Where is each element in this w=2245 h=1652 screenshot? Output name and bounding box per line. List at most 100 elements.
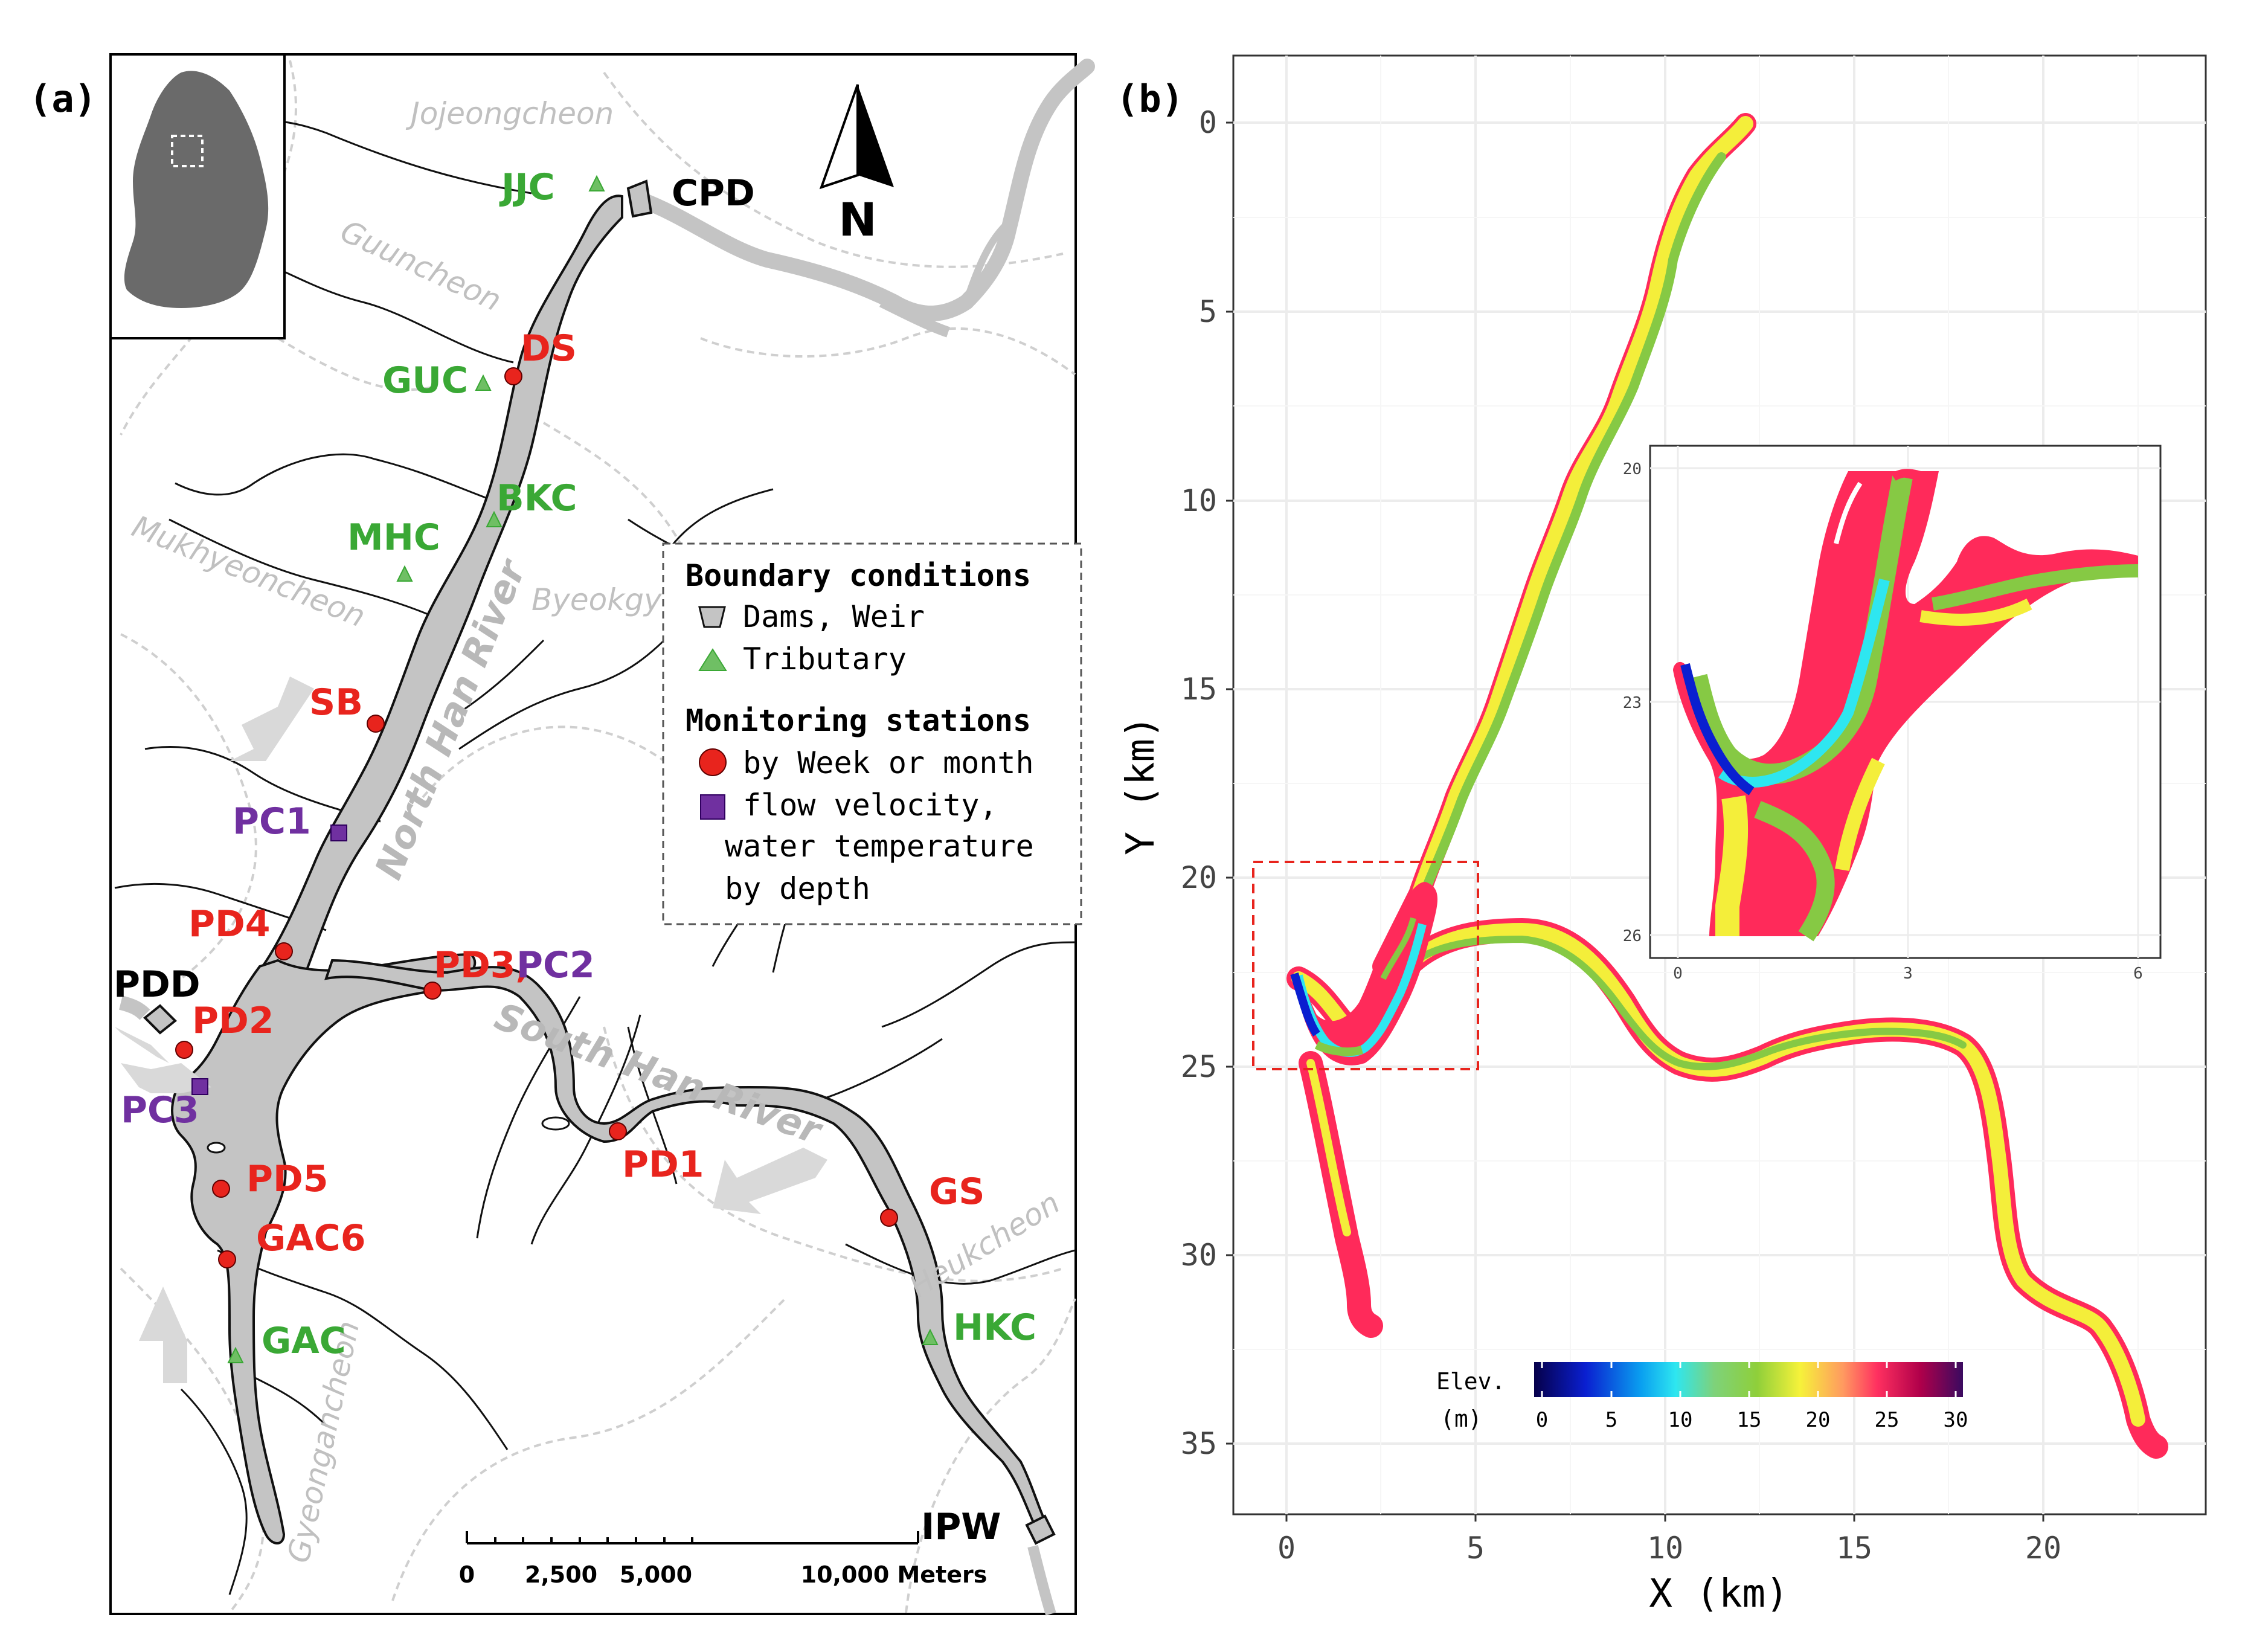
inset-y-tick-26: 26 [1623, 927, 1642, 945]
x-tick-15: 15 [1836, 1531, 1872, 1566]
pc2-label: PC2 [516, 944, 595, 986]
pd5-marker-icon [212, 1180, 230, 1198]
inset-y-tick-23: 23 [1623, 694, 1642, 712]
ds-marker-icon [504, 367, 522, 385]
legend-weekly-icon [699, 748, 727, 776]
zoom-region-box [1252, 861, 1479, 1070]
y-tick-30: 30 [1181, 1238, 1217, 1273]
x-tick-20: 20 [2025, 1531, 2061, 1566]
y-axis-title: Y (km) [1119, 715, 1163, 855]
colorbar-tick-20: 20 [1806, 1408, 1831, 1432]
y-tick-labels: 0 5 10 15 20 25 30 35 [1181, 105, 1217, 1461]
x-axis-title: X (km) [1649, 1572, 1788, 1616]
scale-bar: 0 2,500 5,000 10,000 Meters [459, 1531, 988, 1588]
mhc-label: MHC [347, 516, 440, 559]
inset-x-tick-3: 3 [1903, 965, 1913, 983]
pc3-marker-icon [191, 1078, 208, 1095]
inset-x-tick-0: 0 [1673, 965, 1683, 983]
legend-dams-label: Dams, Weir [743, 599, 925, 634]
legend-velocity-icon [700, 794, 725, 820]
scale-tick-2500: 2,500 [525, 1561, 597, 1588]
gac-triangle-icon [227, 1346, 244, 1363]
legend-dam-icon [698, 606, 726, 628]
weekly-station-markers [175, 367, 898, 1268]
colorbar-tick-10: 10 [1668, 1408, 1693, 1432]
cpd-label: CPD [672, 172, 755, 214]
panel-a: (a) [29, 53, 1095, 1616]
pd2-marker-icon [175, 1041, 193, 1059]
legend-flow-line2: water temperature [725, 829, 1034, 864]
pd3-label: PD3, [434, 944, 529, 986]
zoom-inset-plot: 20 23 26 0 3 6 [1623, 445, 2162, 983]
y-tick-10: 10 [1181, 483, 1217, 518]
pdd-dam-icon [143, 1004, 177, 1035]
jjc-label: JJC [499, 166, 555, 208]
north-arrow: N [819, 84, 894, 246]
legend-tributary-label: Tributary [743, 641, 907, 677]
ipw-weir-icon [1025, 1514, 1056, 1545]
cpd-dam-icon [626, 179, 653, 218]
gs-marker-icon [880, 1209, 898, 1227]
ipw-label: IPW [921, 1506, 1001, 1548]
guc-label: GUC [382, 359, 468, 402]
pdd-label: PDD [114, 963, 201, 1006]
y-tick-5: 5 [1199, 294, 1217, 329]
colorbar-tick-15: 15 [1737, 1408, 1762, 1432]
bkc-label: BKC [496, 477, 577, 519]
north-arrow-label: N [838, 193, 877, 246]
ds-label: DS [521, 327, 577, 370]
colorbar-tick-25: 25 [1875, 1408, 1900, 1432]
x-tick-10: 10 [1647, 1531, 1683, 1566]
y-tick-35: 35 [1181, 1426, 1217, 1461]
legend-monitoring-title: Monitoring stations [686, 703, 1031, 738]
korea-inset-map [109, 53, 286, 339]
pd1-label: PD1 [622, 1143, 704, 1186]
scale-tick-5000: 5,000 [620, 1561, 692, 1588]
sb-marker-icon [367, 715, 385, 733]
flow-arrows [115, 677, 827, 1383]
sb-label: SB [309, 681, 363, 724]
guc-triangle-icon [475, 374, 492, 391]
legend-flow-line1: flow velocity, [743, 788, 997, 823]
x-tick-labels: 0 5 10 15 20 [1277, 1531, 2061, 1566]
upper-river-branch [632, 59, 1095, 321]
inset-y-tick-20: 20 [1623, 460, 1642, 478]
pd4-label: PD4 [188, 903, 271, 945]
byeokgye-label: Byeokgye [532, 582, 680, 617]
gac6-marker-icon [218, 1250, 236, 1268]
dam-symbols [143, 179, 1056, 1545]
map-legend: Boundary conditions Dams, Weir Tributary… [662, 542, 1082, 925]
pd5-label: PD5 [246, 1158, 329, 1200]
jjc-triangle-icon [588, 175, 605, 191]
colorbar-tick-5: 5 [1605, 1408, 1617, 1432]
axis-tick-marks [1226, 121, 2044, 1522]
mhc-triangle-icon [396, 565, 413, 582]
scale-tick-10000: 10,000 Meters [801, 1561, 988, 1588]
scale-tick-0: 0 [459, 1561, 475, 1588]
pc1-label: PC1 [233, 800, 311, 843]
colorbar-tick-0: 0 [1536, 1408, 1548, 1432]
y-tick-15: 15 [1181, 672, 1217, 707]
velocity-station-markers [191, 824, 347, 1095]
legend-tributary-icon [698, 648, 727, 671]
tributary-triangles [227, 175, 939, 1363]
panel-b: (b) [1116, 54, 2207, 1616]
river-elevation-map [1286, 113, 2168, 1459]
elevation-colorbar: Elev. (m) 0 5 10 15 20 25 30 [1436, 1362, 1968, 1432]
legend-flow-line3: by depth [725, 871, 870, 906]
pd3-marker-icon [423, 982, 442, 1000]
panel-a-label: (a) [29, 77, 97, 121]
pd1-marker-icon [609, 1122, 627, 1140]
panel-b-label: (b) [1116, 77, 1184, 121]
hkc-triangle-icon [922, 1328, 939, 1345]
pd2-label: PD2 [192, 1000, 274, 1042]
colorbar-title-line2: (m) [1440, 1406, 1482, 1432]
legend-weekly-label: by Week or month [743, 745, 1034, 780]
pc1-marker-icon [330, 824, 347, 841]
inset-x-tick-6: 6 [2133, 965, 2143, 983]
x-tick-0: 0 [1277, 1531, 1296, 1566]
y-tick-20: 20 [1181, 860, 1217, 895]
colorbar-title-line1: Elev. [1436, 1368, 1505, 1395]
colorbar-tick-30: 30 [1944, 1408, 1968, 1432]
